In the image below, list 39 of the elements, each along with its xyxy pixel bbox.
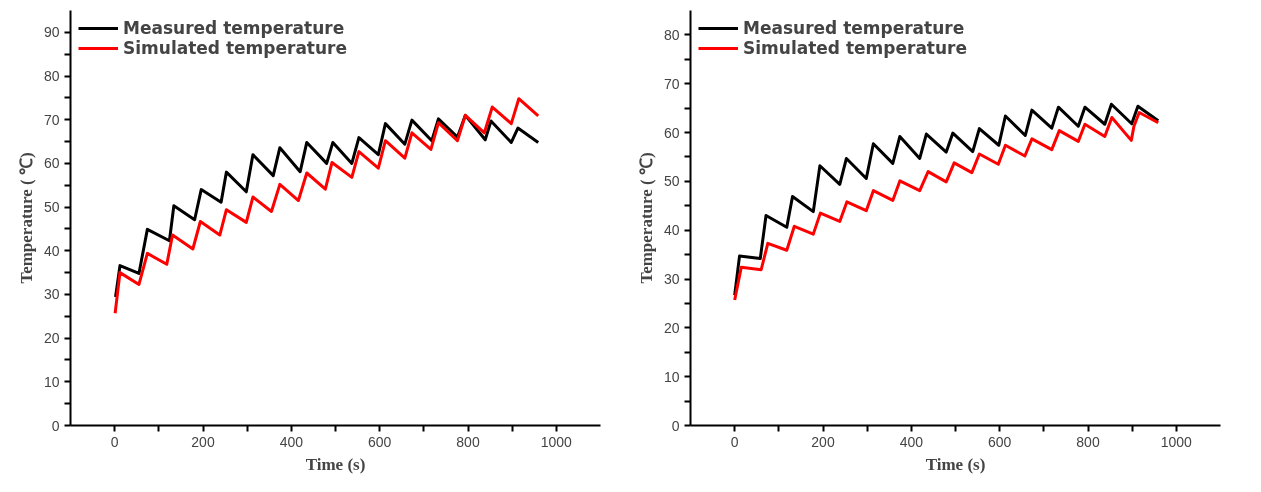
y-tick-label: 80 bbox=[663, 26, 680, 43]
x-tick-label: 200 bbox=[811, 433, 835, 450]
x-tick-label: 800 bbox=[1076, 433, 1100, 450]
x-tick-label: 0 bbox=[730, 433, 739, 450]
y-tick-label: 40 bbox=[663, 222, 680, 239]
x-tick-label: 0 bbox=[110, 433, 119, 450]
x-tick-label: 200 bbox=[191, 433, 215, 450]
legend-label: Simulated temperature bbox=[123, 38, 347, 58]
x-tick-label: 400 bbox=[899, 433, 924, 450]
y-tick-label: 90 bbox=[43, 24, 60, 41]
y-tick-label: 20 bbox=[663, 319, 680, 336]
y-tick-label: 0 bbox=[51, 417, 60, 434]
x-axis-title: Time (s) bbox=[305, 454, 366, 474]
x-axis-title: Time (s) bbox=[925, 454, 986, 474]
y-tick-label: 30 bbox=[43, 286, 60, 303]
x-tick-label: 1000 bbox=[540, 433, 573, 450]
y-tick-label: 50 bbox=[43, 199, 60, 216]
y-tick-label: 10 bbox=[663, 368, 680, 385]
y-axis-title: Temperature ( ℃) bbox=[636, 152, 656, 284]
y-tick-label: 60 bbox=[663, 124, 680, 141]
x-tick-label: 1000 bbox=[1160, 433, 1193, 450]
y-tick-label: 60 bbox=[43, 155, 60, 172]
y-axis-title: Temperature ( ℃) bbox=[16, 152, 36, 284]
x-tick-label: 600 bbox=[987, 433, 1012, 450]
y-tick-label: 80 bbox=[43, 68, 60, 85]
y-tick-label: 30 bbox=[663, 271, 680, 288]
y-tick-label: 0 bbox=[671, 417, 680, 434]
y-tick-label: 40 bbox=[43, 242, 60, 259]
legend-label: Measured temperature bbox=[123, 18, 345, 38]
x-tick-label: 600 bbox=[367, 433, 392, 450]
legend-label: Measured temperature bbox=[743, 18, 965, 38]
y-tick-label: 10 bbox=[43, 373, 60, 390]
legend-label: Simulated temperature bbox=[743, 38, 967, 58]
y-tick-label: 20 bbox=[43, 330, 60, 347]
x-tick-label: 400 bbox=[279, 433, 304, 450]
x-tick-label: 800 bbox=[456, 433, 480, 450]
y-tick-label: 70 bbox=[663, 75, 680, 92]
y-tick-label: 50 bbox=[663, 173, 680, 190]
y-tick-label: 70 bbox=[43, 111, 60, 128]
